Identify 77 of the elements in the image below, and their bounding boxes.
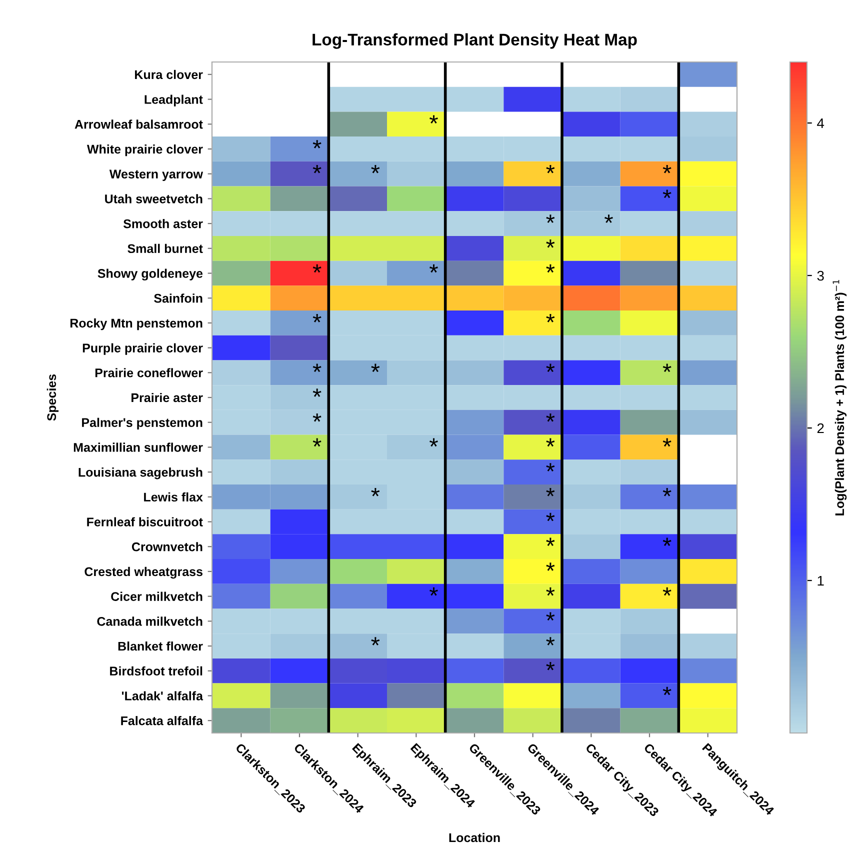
data-label: * xyxy=(312,388,322,397)
data-label: * xyxy=(430,587,438,596)
color-bar-label: 3 xyxy=(817,270,824,281)
data-label: * xyxy=(604,214,613,223)
y-tick-label: Leadplant xyxy=(144,94,203,106)
data-label: * xyxy=(546,488,555,496)
data-label: * xyxy=(430,264,438,273)
data-label: * xyxy=(371,637,380,646)
data-label: * xyxy=(662,488,672,496)
y-tick-label: Purple prairie clover xyxy=(82,343,203,355)
y-tick-label: Louisiana sagebrush xyxy=(78,468,202,480)
data-label: * xyxy=(546,637,555,646)
y-tick-label: White prairie clover xyxy=(86,144,203,156)
color-bar-label: 4 xyxy=(817,118,824,128)
data-label: * xyxy=(546,239,555,248)
data-label: * xyxy=(546,587,555,596)
data-label: * xyxy=(546,463,555,472)
data-label: * xyxy=(662,686,672,696)
data-label: * xyxy=(312,413,322,422)
data-label: * xyxy=(312,164,322,174)
data-label: * xyxy=(546,512,555,522)
y-tick-label: Prairie aster xyxy=(132,392,203,402)
data-label: * xyxy=(662,438,672,447)
data-label: * xyxy=(371,364,380,372)
y-tick-label: Crownvetch xyxy=(132,542,202,552)
y-tick-label: Rocky Mtn penstemon xyxy=(70,318,202,330)
y-tick-label: Small burnet xyxy=(128,244,203,254)
y-tick-label: Palmer's penstemon xyxy=(82,418,202,430)
data-label: * xyxy=(546,438,555,447)
y-tick-label: Cicer milkvetch xyxy=(111,592,202,601)
y-tick-label: Arrowleaf balsamroot xyxy=(74,120,203,129)
data-label: * xyxy=(371,164,380,174)
data-label: * xyxy=(312,438,322,447)
y-tick-label: Blanket flower xyxy=(118,641,203,651)
data-label: * xyxy=(312,314,322,322)
y-tick-label: Birdsfoot trefoil xyxy=(110,666,202,676)
data-label: * xyxy=(546,662,555,670)
y-tick-label: Kura clover xyxy=(135,70,203,80)
data-label: * xyxy=(430,115,438,124)
y-tick-label: Smooth aster xyxy=(123,219,203,228)
data-label: * xyxy=(546,214,555,223)
y-axis-title: Species xyxy=(46,374,59,421)
data-label: * xyxy=(312,140,322,148)
y-tick-label: Sainfoin xyxy=(154,294,202,303)
y-tick-label: Showy goldeneye xyxy=(98,268,203,280)
y-tick-label: Prairie coneflower xyxy=(95,368,203,378)
y-tick-label: Utah sweetvetch xyxy=(105,194,202,204)
y-tick-label: Crested wheatgrass xyxy=(84,566,202,579)
data-label: * xyxy=(546,562,555,571)
data-label: * xyxy=(546,538,555,546)
data-label: * xyxy=(312,364,322,372)
y-tick-label: Western yarrow xyxy=(109,170,203,181)
y-tick-label: Lewis flax xyxy=(144,492,203,502)
color-bar-title: Log(Plant Density + 1) Plants (100 m²)$^{−1}$ xyxy=(832,280,847,516)
x-axis-title: Location xyxy=(449,832,500,842)
y-tick-label: Falcata alfalfa xyxy=(121,716,204,726)
data-label: * xyxy=(546,164,555,174)
y-tick-label: 'Ladak' alfalfa xyxy=(122,691,204,700)
data-label: * xyxy=(662,587,672,596)
data-label: * xyxy=(371,488,380,496)
chart-title: Log-Transformed Plant Density Heat Map xyxy=(312,33,637,49)
data-label: * xyxy=(312,264,322,273)
data-label: * xyxy=(546,314,555,322)
data-label: * xyxy=(546,364,555,372)
data-label: * xyxy=(430,438,438,447)
data-label: * xyxy=(546,612,555,621)
data-label: * xyxy=(546,413,555,422)
data-label: * xyxy=(546,264,555,273)
y-tick-label: Canada milkvetch xyxy=(97,616,202,626)
color-bar-label: 2 xyxy=(817,423,824,434)
data-label: * xyxy=(662,538,672,546)
y-tick-label: Maximillian sunflower xyxy=(74,442,203,452)
color-bar-label: 1 xyxy=(818,576,824,586)
y-tick-label: Fernleaf biscuitroot xyxy=(87,517,203,526)
data-label: * xyxy=(662,164,672,174)
data-label: * xyxy=(662,364,672,372)
data-label: * xyxy=(662,190,672,198)
